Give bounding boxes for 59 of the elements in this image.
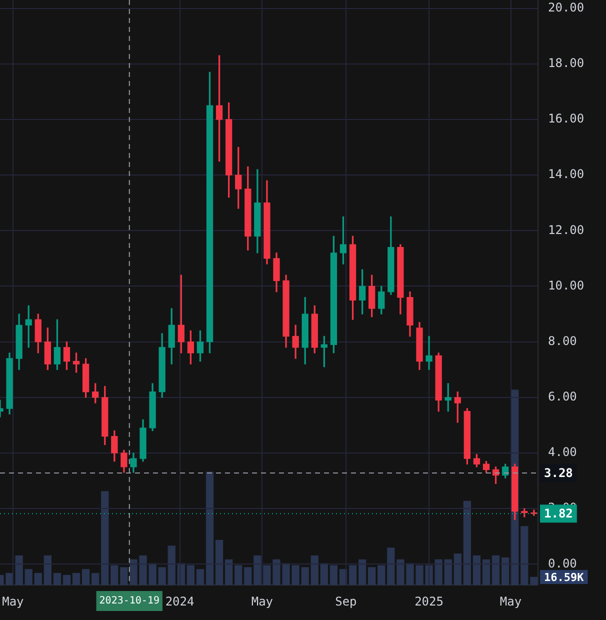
bar	[244, 567, 252, 585]
y-tick-label: 18.00	[548, 56, 584, 70]
bar	[501, 557, 510, 585]
bar	[110, 565, 118, 585]
bar	[472, 555, 481, 585]
bar	[53, 572, 62, 585]
bar	[310, 555, 318, 585]
ref-line-label: 3.28	[544, 466, 573, 480]
bar	[301, 567, 309, 585]
bar	[215, 540, 224, 585]
bar	[378, 565, 386, 585]
bar	[330, 565, 338, 585]
y-tick-label: 0.00	[548, 556, 577, 570]
bar	[92, 572, 100, 585]
x-tick-label: 2025	[414, 594, 444, 608]
bar	[358, 559, 366, 585]
bar	[492, 555, 500, 585]
x-tick-label: 2024	[165, 594, 194, 608]
bar	[444, 559, 452, 585]
bar	[234, 565, 242, 585]
bar	[82, 569, 90, 585]
bar	[44, 555, 52, 585]
y-tick-label: 8.00	[548, 334, 577, 348]
candlestick	[426, 336, 432, 370]
bar	[482, 559, 490, 585]
y-tick-label: 20.00	[548, 0, 584, 14]
bar	[15, 555, 23, 585]
ref-line-label: 1.82	[544, 506, 573, 521]
x-tick-label: May	[2, 594, 24, 608]
bar	[186, 565, 195, 585]
x-tick-label: Sep	[335, 594, 357, 608]
bar	[24, 569, 32, 585]
y-tick-label: 12.00	[548, 222, 584, 237]
bar	[368, 567, 376, 585]
bar	[196, 569, 204, 585]
bar	[168, 546, 176, 585]
bar	[158, 567, 166, 585]
bar	[206, 472, 214, 585]
bar	[530, 576, 538, 585]
bar	[224, 559, 233, 585]
x-tick-label: May	[500, 594, 522, 608]
bar	[387, 548, 395, 585]
x-tick-label: May	[251, 594, 274, 608]
bar	[520, 526, 528, 585]
bar	[62, 574, 71, 585]
bar	[34, 572, 42, 585]
y-tick-label: 16.00	[548, 112, 584, 126]
y-tick-label: 14.00	[548, 167, 584, 182]
bar	[320, 563, 328, 585]
bar	[101, 491, 109, 585]
text: 16.59K	[544, 570, 584, 584]
bar	[454, 553, 462, 585]
y-tick-label: 10.00	[548, 278, 584, 292]
bar	[72, 572, 80, 585]
ref-line-label: 2023-10-19	[99, 596, 160, 607]
bar	[463, 500, 472, 585]
y-tick-label: 4.00	[548, 445, 577, 460]
bar	[348, 565, 357, 585]
y-tick-label: 6.00	[548, 390, 577, 404]
